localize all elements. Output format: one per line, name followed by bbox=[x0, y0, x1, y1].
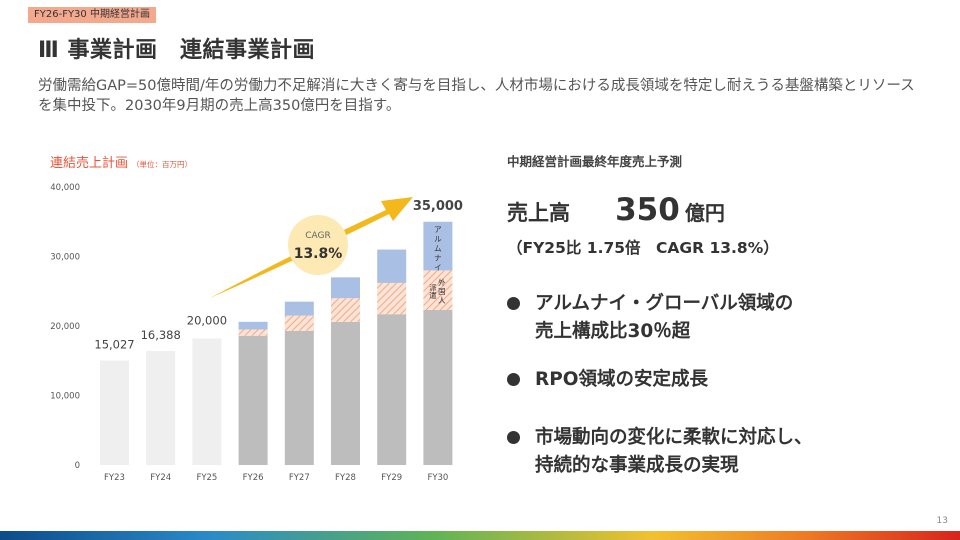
bullet-dot-icon bbox=[507, 431, 520, 444]
page-title: Ⅲ 事業計画 連結事業計画 bbox=[38, 38, 315, 63]
bar-segment bbox=[423, 221, 453, 271]
bullet-text: アルムナイ・グローバル領域の bbox=[535, 293, 794, 314]
cagr-label: CAGR bbox=[305, 231, 331, 241]
bar-segment bbox=[238, 321, 268, 330]
x-tick-label: FY28 bbox=[335, 473, 356, 483]
sales-unit: 億円 bbox=[684, 201, 725, 225]
chart-title: 連結売上計画 （単位：百万円） bbox=[50, 152, 192, 171]
segment-label: ル bbox=[434, 235, 442, 244]
bar-segment bbox=[238, 329, 268, 336]
bar-segment bbox=[331, 277, 360, 299]
bar-segment bbox=[100, 360, 129, 465]
segment-label: 国 bbox=[438, 287, 446, 296]
bullet-text: RPO領域の安定成長 bbox=[535, 369, 709, 390]
data-label: 15,027 bbox=[94, 338, 134, 352]
y-tick-label: 0 bbox=[75, 461, 80, 471]
bar-segment bbox=[238, 335, 268, 465]
cagr-value: 13.8% bbox=[294, 246, 343, 262]
bar-segment bbox=[377, 282, 407, 315]
chart-unit: （単位：百万円） bbox=[132, 160, 193, 169]
bullet-text: 市場動向の変化に柔軟に対応し、 bbox=[535, 427, 813, 448]
x-tick-label: FY25 bbox=[196, 473, 217, 483]
segment-label: イ bbox=[434, 263, 442, 272]
bar-segment bbox=[284, 315, 314, 331]
bar-segment bbox=[377, 249, 407, 283]
section-tag: FY26-FY30 中期経営計画 bbox=[28, 7, 156, 23]
segment-label: ナ bbox=[434, 254, 442, 263]
bullet-dot-icon bbox=[507, 297, 520, 310]
segment-label: 外 bbox=[438, 277, 446, 287]
bar-segment bbox=[284, 330, 314, 465]
page-number: 13 bbox=[936, 516, 948, 526]
revenue-bar-chart: 0 10,000 20,000 30,000 40,000 FY23 FY24 FY25 FY2… bbox=[50, 183, 463, 483]
data-label: 16,388 bbox=[141, 328, 181, 342]
bar-segment bbox=[284, 301, 314, 316]
footer-gradient-bar bbox=[0, 531, 960, 540]
segment-label: ア bbox=[434, 225, 442, 234]
sales-value: 350 bbox=[615, 192, 680, 228]
x-tick-label: FY26 bbox=[243, 473, 264, 483]
chart-title-text: 連結売上計画 bbox=[50, 156, 129, 171]
segment-label: 派 bbox=[429, 283, 437, 292]
segment-label: ム bbox=[434, 244, 442, 253]
bullet-text: 売上構成比30％超 bbox=[535, 321, 691, 342]
data-label: 35,000 bbox=[413, 199, 463, 214]
sales-label: 売上高 bbox=[507, 201, 570, 225]
sales-ratio: （FY25比 1.75倍 CAGR 13.8%） bbox=[507, 239, 779, 257]
x-tick-label: FY29 bbox=[381, 473, 402, 483]
cagr-bubble bbox=[288, 215, 348, 275]
x-tick-label: FY27 bbox=[289, 473, 310, 483]
bullet-text: 持続的な事業成長の実現 bbox=[535, 455, 739, 476]
bar-segment bbox=[331, 298, 360, 322]
y-tick-label: 30,000 bbox=[50, 253, 80, 263]
x-tick-label: FY23 bbox=[104, 473, 125, 483]
y-tick-label: 40,000 bbox=[50, 183, 80, 193]
bar-segment bbox=[192, 338, 222, 465]
y-tick-label: 20,000 bbox=[50, 322, 80, 332]
bar-segment bbox=[423, 310, 453, 465]
sales-forecast: 売上高 350 億円 bbox=[507, 192, 725, 228]
bar-segment bbox=[377, 314, 407, 465]
x-tick-label: FY24 bbox=[150, 473, 171, 483]
lead-text: 労働需給GAP=50億時間/年の労働力不足解消に大きく寄与を目指し、人材市場にお… bbox=[38, 78, 915, 114]
forecast-heading: 中期経営計画最終年度売上予測 bbox=[507, 154, 683, 169]
y-tick-label: 10,000 bbox=[50, 392, 80, 402]
data-label: 20,000 bbox=[187, 314, 227, 328]
bar-segment bbox=[146, 351, 176, 465]
x-tick-label: FY30 bbox=[427, 473, 448, 483]
segment-label: 人 bbox=[438, 296, 446, 305]
bar-segment bbox=[423, 270, 453, 311]
bar-segment bbox=[331, 321, 360, 465]
segment-label: 遣 bbox=[429, 290, 437, 300]
bullet-dot-icon bbox=[507, 373, 520, 386]
